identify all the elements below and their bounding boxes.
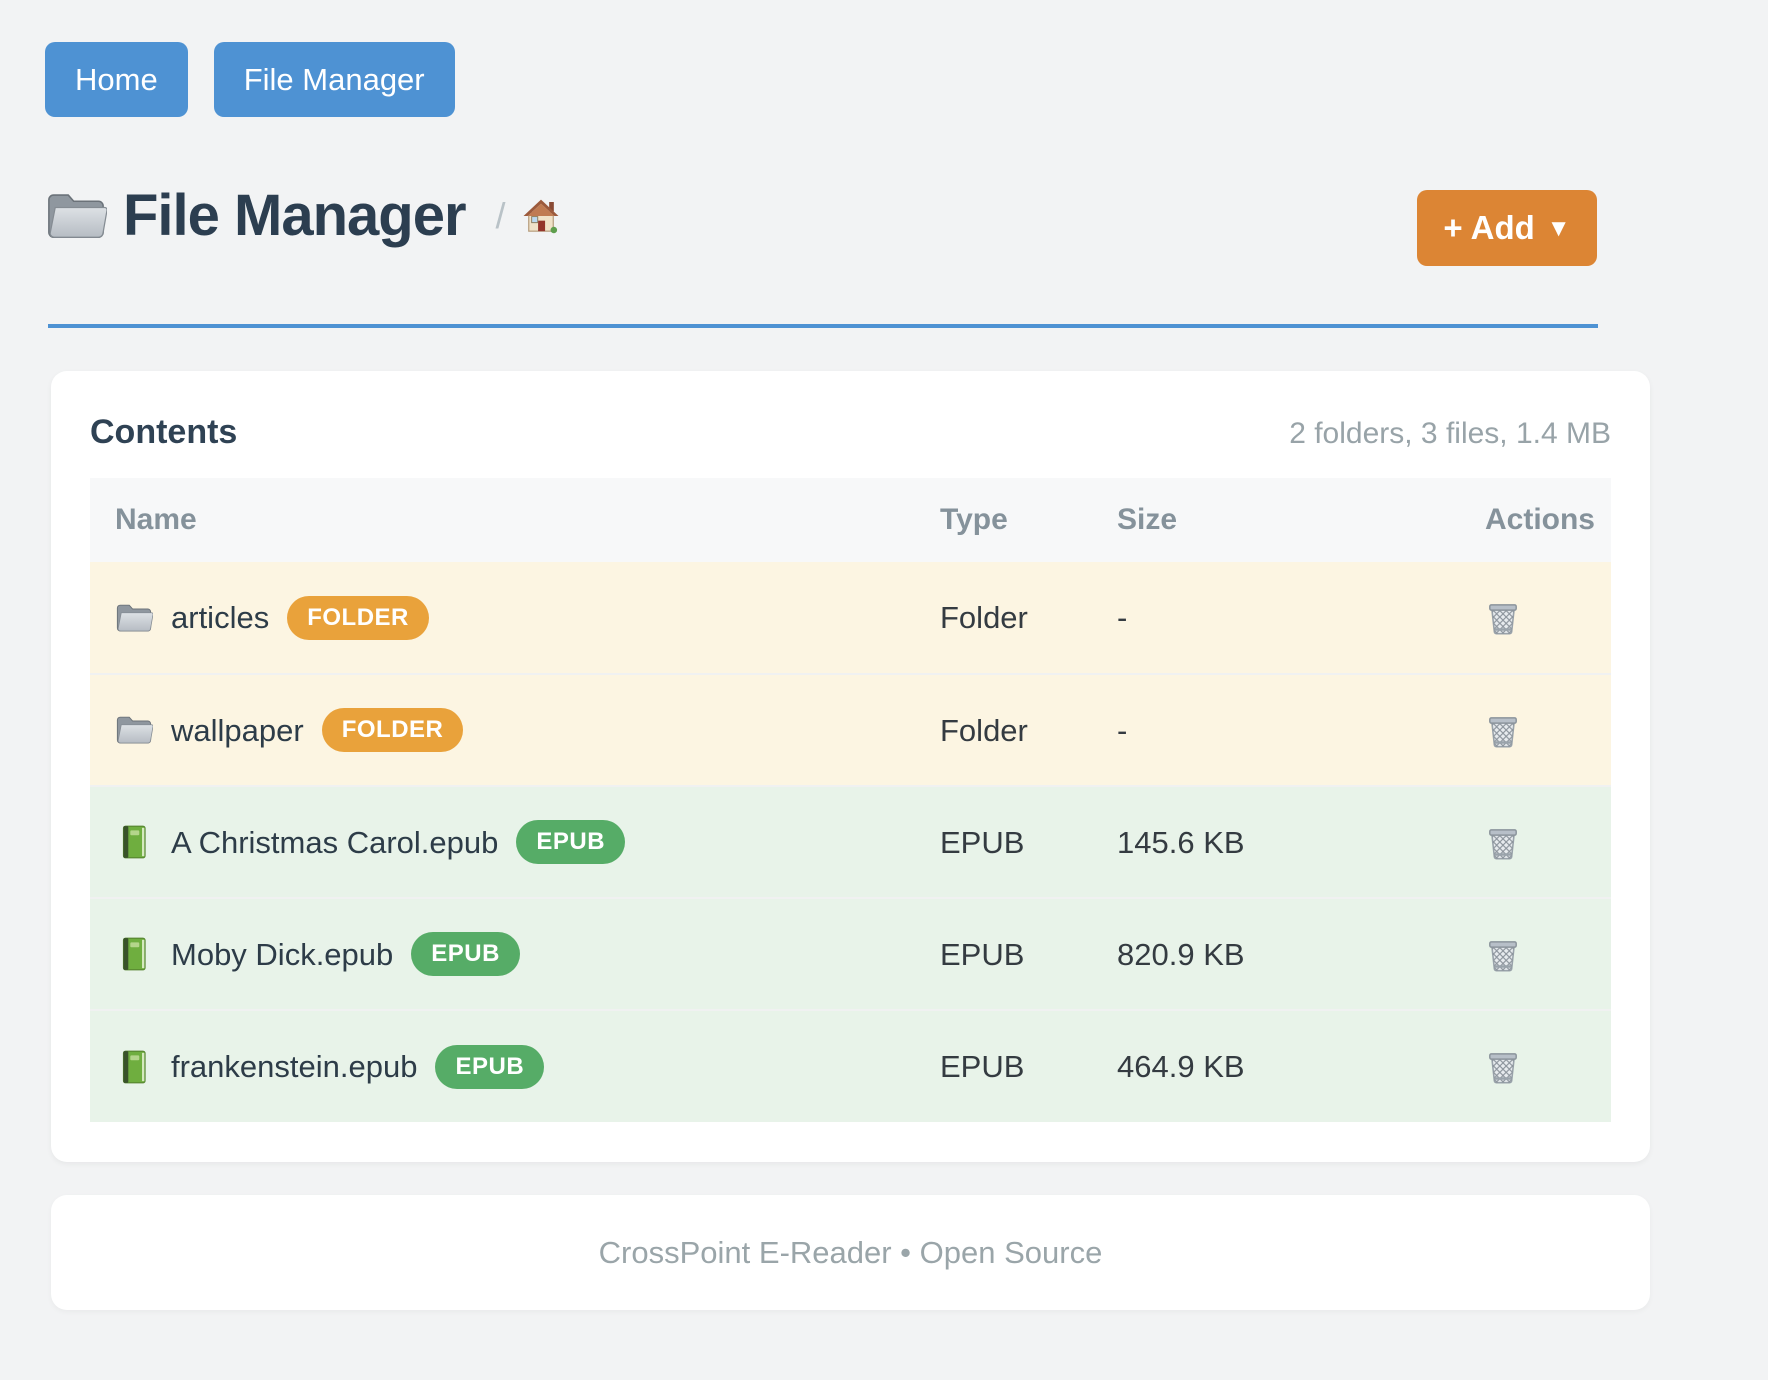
- add-button[interactable]: + Add ▼: [1417, 190, 1597, 266]
- title-divider: [48, 324, 1598, 328]
- item-size: -: [1092, 562, 1395, 674]
- table-row-moby-dick: Moby Dick.epub EPUB EPUB 820.9 KB: [90, 897, 1611, 1010]
- item-name[interactable]: Moby Dick.epub: [171, 936, 394, 972]
- column-header-name: Name: [90, 478, 915, 562]
- trash-icon: [1484, 935, 1522, 973]
- epub-badge: EPUB: [411, 932, 520, 976]
- footer-text: CrossPoint E-Reader • Open Source: [598, 1234, 1103, 1270]
- column-header-actions: Actions: [1395, 478, 1611, 562]
- item-type: EPUB: [915, 1009, 1093, 1122]
- trash-icon: [1484, 1047, 1522, 1085]
- chevron-down-icon: ▼: [1546, 215, 1571, 242]
- contents-card: Contents 2 folders, 3 files, 1.4 MB Name…: [51, 371, 1650, 1162]
- epub-badge: EPUB: [435, 1044, 545, 1089]
- nav-button-home[interactable]: Home: [45, 42, 188, 117]
- trash-icon: [1484, 711, 1522, 749]
- item-size: -: [1092, 673, 1395, 786]
- folder-badge: FOLDER: [321, 708, 464, 752]
- table-row-frankenstein: frankenstein.epub EPUB EPUB 464.9 KB: [90, 1009, 1611, 1122]
- item-name[interactable]: wallpaper: [171, 712, 304, 748]
- delete-button[interactable]: [1480, 819, 1526, 865]
- item-name[interactable]: frankenstein.epub: [171, 1049, 418, 1084]
- trash-icon: [1484, 598, 1522, 636]
- column-header-size: Size: [1092, 478, 1395, 562]
- folder-badge: FOLDER: [287, 595, 429, 640]
- item-type: Folder: [915, 673, 1093, 786]
- item-size: 145.6 KB: [1092, 785, 1395, 898]
- epub-badge: EPUB: [516, 820, 626, 864]
- table-row-articles: articles FOLDER Folder -: [90, 562, 1611, 674]
- green-book-icon: [115, 1048, 153, 1086]
- delete-button[interactable]: [1480, 1043, 1526, 1089]
- delete-button[interactable]: [1480, 594, 1526, 640]
- page-header: File Manager /: [45, 184, 562, 248]
- page-title: File Manager: [123, 183, 467, 248]
- item-size: 464.9 KB: [1092, 1009, 1395, 1122]
- contents-summary: 2 folders, 3 files, 1.4 MB: [1289, 417, 1611, 450]
- trash-icon: [1484, 823, 1522, 861]
- folder-icon: [45, 189, 107, 243]
- files-table-head: Name Type Size Actions: [90, 478, 1611, 562]
- top-navigation: Home File Manager: [45, 42, 455, 117]
- folder-icon: [115, 711, 153, 749]
- contents-heading: Contents: [90, 413, 238, 451]
- item-type: EPUB: [915, 785, 1093, 898]
- folder-icon: [115, 599, 153, 637]
- house-icon[interactable]: [520, 195, 562, 237]
- table-row-wallpaper: wallpaper FOLDER Folder -: [90, 673, 1611, 786]
- item-size: 820.9 KB: [1092, 897, 1395, 1010]
- green-book-icon: [115, 935, 153, 973]
- item-type: Folder: [915, 562, 1093, 674]
- item-name[interactable]: A Christmas Carol.epub: [171, 824, 499, 860]
- item-name[interactable]: articles: [171, 600, 270, 635]
- contents-card-header: Contents 2 folders, 3 files, 1.4 MB: [90, 413, 1611, 453]
- delete-button[interactable]: [1480, 931, 1526, 977]
- add-button-label: + Add: [1443, 209, 1535, 246]
- column-header-type: Type: [915, 478, 1093, 562]
- table-row-christmas-carol: A Christmas Carol.epub EPUB EPUB 145.6 K…: [90, 785, 1611, 898]
- breadcrumb-separator: /: [495, 194, 506, 236]
- green-book-icon: [115, 823, 153, 861]
- nav-button-file-manager[interactable]: File Manager: [213, 42, 455, 117]
- footer-card: CrossPoint E-Reader • Open Source: [51, 1195, 1650, 1310]
- item-type: EPUB: [915, 897, 1093, 1010]
- files-table: Name Type Size Actions articles FOLDER F…: [90, 478, 1611, 1122]
- delete-button[interactable]: [1480, 707, 1526, 753]
